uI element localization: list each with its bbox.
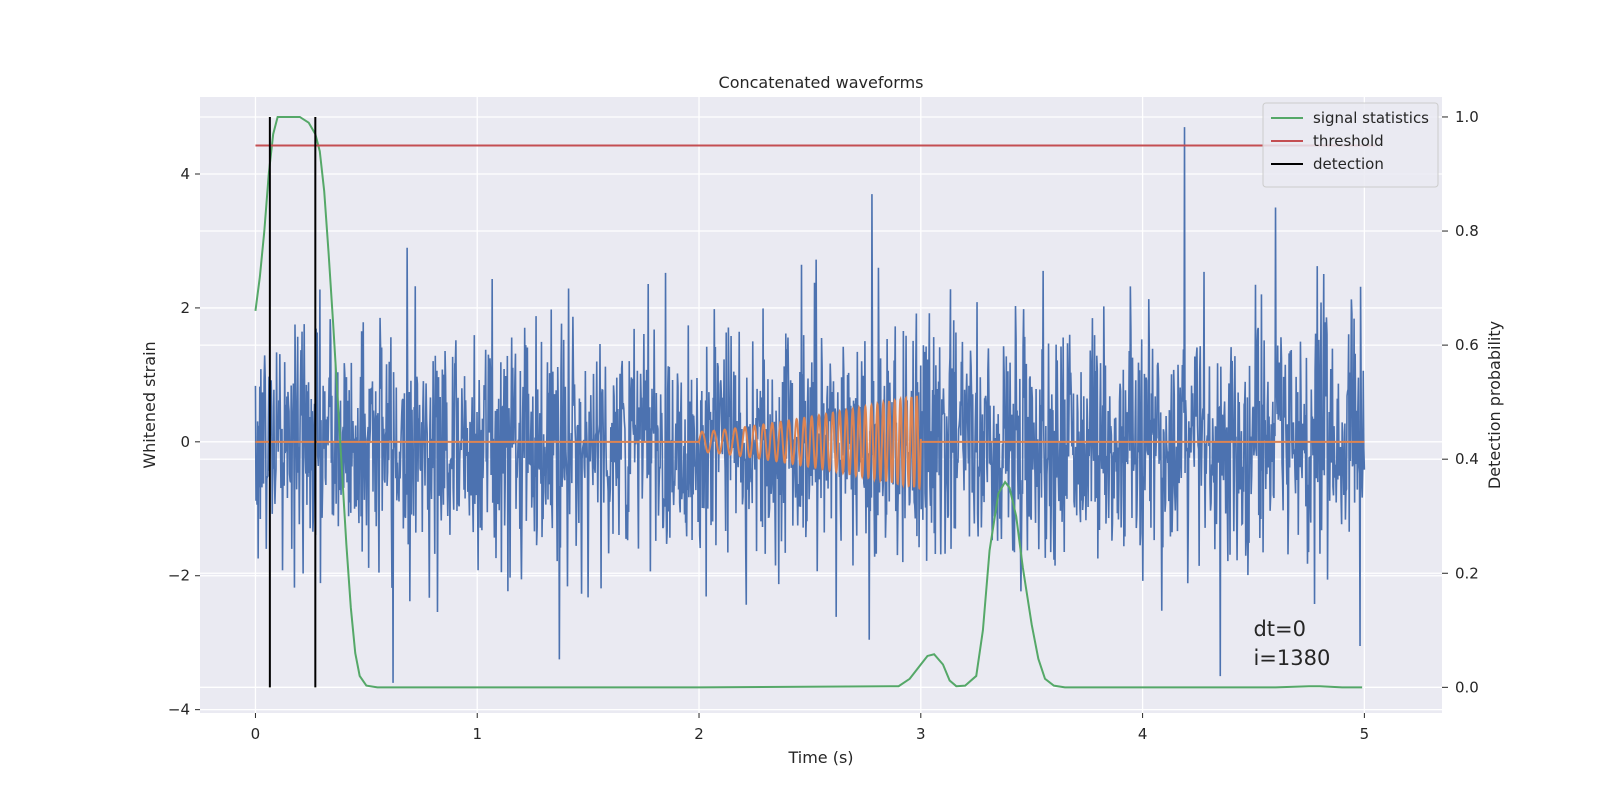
y-left-tick-label: −2	[168, 567, 190, 585]
series-4	[268, 116, 317, 688]
annotation-1: i=1380	[1253, 646, 1330, 670]
y-right-tick-label: 0.2	[1455, 564, 1479, 582]
x-tick-label: 4	[1138, 725, 1148, 743]
legend-label: signal statistics	[1313, 109, 1429, 127]
x-axis-label: Time (s)	[787, 748, 853, 767]
series-1	[255, 395, 1365, 491]
x-tick-label: 2	[694, 725, 704, 743]
x-tick-label: 0	[251, 725, 261, 743]
chart-title: Concatenated waveforms	[719, 73, 924, 92]
legend-label: detection	[1313, 155, 1384, 173]
y-right-tick-label: 1.0	[1455, 108, 1479, 126]
y-left-tick-label: 2	[180, 299, 190, 317]
x-tick-label: 5	[1360, 725, 1370, 743]
legend-label: threshold	[1313, 132, 1384, 150]
annotation-0: dt=0	[1253, 617, 1306, 641]
y-left-tick-label: 0	[180, 433, 190, 451]
legend-box	[1262, 102, 1439, 188]
chirp-line	[255, 395, 1365, 491]
x-tick-label: 1	[472, 725, 482, 743]
y-right-tick-label: 0.8	[1455, 222, 1479, 240]
y-right-tick-label: 0.4	[1455, 450, 1479, 468]
y-right-axis-label: Detection probability	[1485, 321, 1504, 489]
y-left-tick-label: 4	[180, 165, 190, 183]
y-right-tick-label: 0.0	[1455, 678, 1479, 696]
y-left-tick-label: −4	[168, 701, 190, 719]
y-right-tick-label: 0.6	[1455, 336, 1479, 354]
x-tick-label: 3	[916, 725, 926, 743]
signal-statistics-line	[254, 115, 1363, 689]
y-left-axis-label: Whitened strain	[140, 341, 159, 468]
series-2	[254, 115, 1363, 689]
